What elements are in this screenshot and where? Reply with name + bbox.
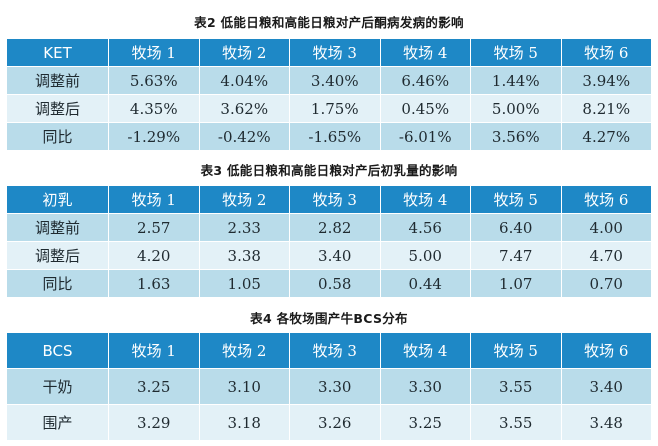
table-cell: 0.58	[289, 269, 381, 298]
table-cell: 3.40	[289, 241, 381, 270]
table-cell: 3.55	[470, 368, 562, 405]
table-cell: 3.30	[379, 368, 471, 405]
table-cell: 4.35%	[108, 94, 200, 123]
header-cell: 牧场 6	[560, 332, 652, 369]
table-cell: 3.25	[379, 404, 471, 441]
table-cell: 3.62%	[198, 94, 290, 123]
table-row: 调整前 5.63% 4.04% 3.40% 6.46% 1.44% 3.94%	[6, 66, 652, 95]
table-cell: 3.18	[198, 404, 290, 441]
header-cell: 牧场 5	[470, 185, 562, 214]
table2-ket: KET 牧场 1 牧场 2 牧场 3 牧场 4 牧场 5 牧场 6 调整前 5.…	[6, 38, 652, 151]
header-cell: KET	[6, 38, 109, 67]
table-cell: 4.20	[108, 241, 200, 270]
table-cell: 8.21%	[560, 94, 652, 123]
table-cell: 2.57	[108, 213, 200, 242]
table-cell: 6.46%	[379, 66, 471, 95]
table-cell: 3.55	[470, 404, 562, 441]
table-cell: 3.30	[289, 368, 381, 405]
table4-caption: 表4 各牧场围产牛BCS分布	[250, 311, 408, 326]
header-cell: 牧场 1	[108, 332, 200, 369]
table-cell: 4.56	[379, 213, 471, 242]
table3-caption: 表3 低能日粮和高能日粮对产后初乳量的影响	[200, 163, 458, 178]
table-row: 同比 -1.29% -0.42% -1.65% -6.01% 3.56% 4.2…	[6, 122, 652, 151]
table-cell: 4.27%	[560, 122, 652, 151]
table-row: 调整后 4.35% 3.62% 1.75% 0.45% 5.00% 8.21%	[6, 94, 652, 123]
header-cell: 牧场 3	[289, 38, 381, 67]
table-cell: 1.63	[108, 269, 200, 298]
header-cell: 牧场 1	[108, 185, 200, 214]
table-cell: 3.29	[108, 404, 200, 441]
row-label: 调整后	[6, 94, 109, 123]
header-cell: 牧场 4	[379, 38, 471, 67]
table2-caption: 表2 低能日粮和高能日粮对产后酮病发病的影响	[194, 15, 464, 30]
table-cell: 3.26	[289, 404, 381, 441]
header-cell: 牧场 6	[560, 185, 652, 214]
header-cell: 牧场 3	[289, 185, 381, 214]
table-cell: 7.47	[470, 241, 562, 270]
table-cell: 5.63%	[108, 66, 200, 95]
table-row: 干奶 3.25 3.10 3.30 3.30 3.55 3.40	[6, 368, 652, 405]
table-cell: 3.10	[198, 368, 290, 405]
table-cell: 1.44%	[470, 66, 562, 95]
row-label: 调整前	[6, 66, 109, 95]
table-cell: -1.65%	[289, 122, 381, 151]
header-cell: 牧场 2	[198, 38, 290, 67]
table-cell: 1.05	[198, 269, 290, 298]
table-cell: 0.45%	[379, 94, 471, 123]
row-label: 围产	[6, 404, 109, 441]
table-cell: 3.94%	[560, 66, 652, 95]
table-cell: 4.70	[560, 241, 652, 270]
row-label: 干奶	[6, 368, 109, 405]
table-row: 调整前 2.57 2.33 2.82 4.56 6.40 4.00	[6, 213, 652, 242]
table-cell: 2.33	[198, 213, 290, 242]
header-cell: 牧场 5	[470, 38, 562, 67]
table-cell: -6.01%	[379, 122, 471, 151]
table-cell: -0.42%	[198, 122, 290, 151]
table-row: 同比 1.63 1.05 0.58 0.44 1.07 0.70	[6, 269, 652, 298]
table-cell: -1.29%	[108, 122, 200, 151]
table-header-row: 初乳 牧场 1 牧场 2 牧场 3 牧场 4 牧场 5 牧场 6	[6, 185, 652, 214]
table-cell: 5.00	[379, 241, 471, 270]
header-cell: 牧场 2	[198, 332, 290, 369]
header-cell: 牧场 1	[108, 38, 200, 67]
header-cell: 牧场 4	[379, 332, 471, 369]
table-cell: 0.44	[379, 269, 471, 298]
row-label: 同比	[6, 122, 109, 151]
header-cell: 牧场 6	[560, 38, 652, 67]
header-cell: 牧场 5	[470, 332, 562, 369]
table-cell: 4.04%	[198, 66, 290, 95]
row-label: 同比	[6, 269, 109, 298]
table-cell: 2.82	[289, 213, 381, 242]
table-cell: 3.40	[560, 368, 652, 405]
table-cell: 3.38	[198, 241, 290, 270]
header-cell: BCS	[6, 332, 109, 369]
table-cell: 5.00%	[470, 94, 562, 123]
table-cell: 6.40	[470, 213, 562, 242]
table-row: 调整后 4.20 3.38 3.40 5.00 7.47 4.70	[6, 241, 652, 270]
table-cell: 1.07	[470, 269, 562, 298]
table-cell: 1.75%	[289, 94, 381, 123]
header-cell: 初乳	[6, 185, 109, 214]
header-cell: 牧场 2	[198, 185, 290, 214]
header-cell: 牧场 4	[379, 185, 471, 214]
table-header-row: BCS 牧场 1 牧场 2 牧场 3 牧场 4 牧场 5 牧场 6	[6, 332, 652, 369]
table-cell: 3.56%	[470, 122, 562, 151]
table-cell: 3.40%	[289, 66, 381, 95]
row-label: 调整前	[6, 213, 109, 242]
table-cell: 3.25	[108, 368, 200, 405]
header-cell: 牧场 3	[289, 332, 381, 369]
table-header-row: KET 牧场 1 牧场 2 牧场 3 牧场 4 牧场 5 牧场 6	[6, 38, 652, 67]
row-label: 调整后	[6, 241, 109, 270]
table-row: 围产 3.29 3.18 3.26 3.25 3.55 3.48	[6, 404, 652, 441]
table-cell: 0.70	[560, 269, 652, 298]
table-cell: 4.00	[560, 213, 652, 242]
table-cell: 3.48	[560, 404, 652, 441]
table4-bcs: BCS 牧场 1 牧场 2 牧场 3 牧场 4 牧场 5 牧场 6 干奶 3.2…	[6, 332, 652, 441]
table3-colostrum: 初乳 牧场 1 牧场 2 牧场 3 牧场 4 牧场 5 牧场 6 调整前 2.5…	[6, 185, 652, 298]
